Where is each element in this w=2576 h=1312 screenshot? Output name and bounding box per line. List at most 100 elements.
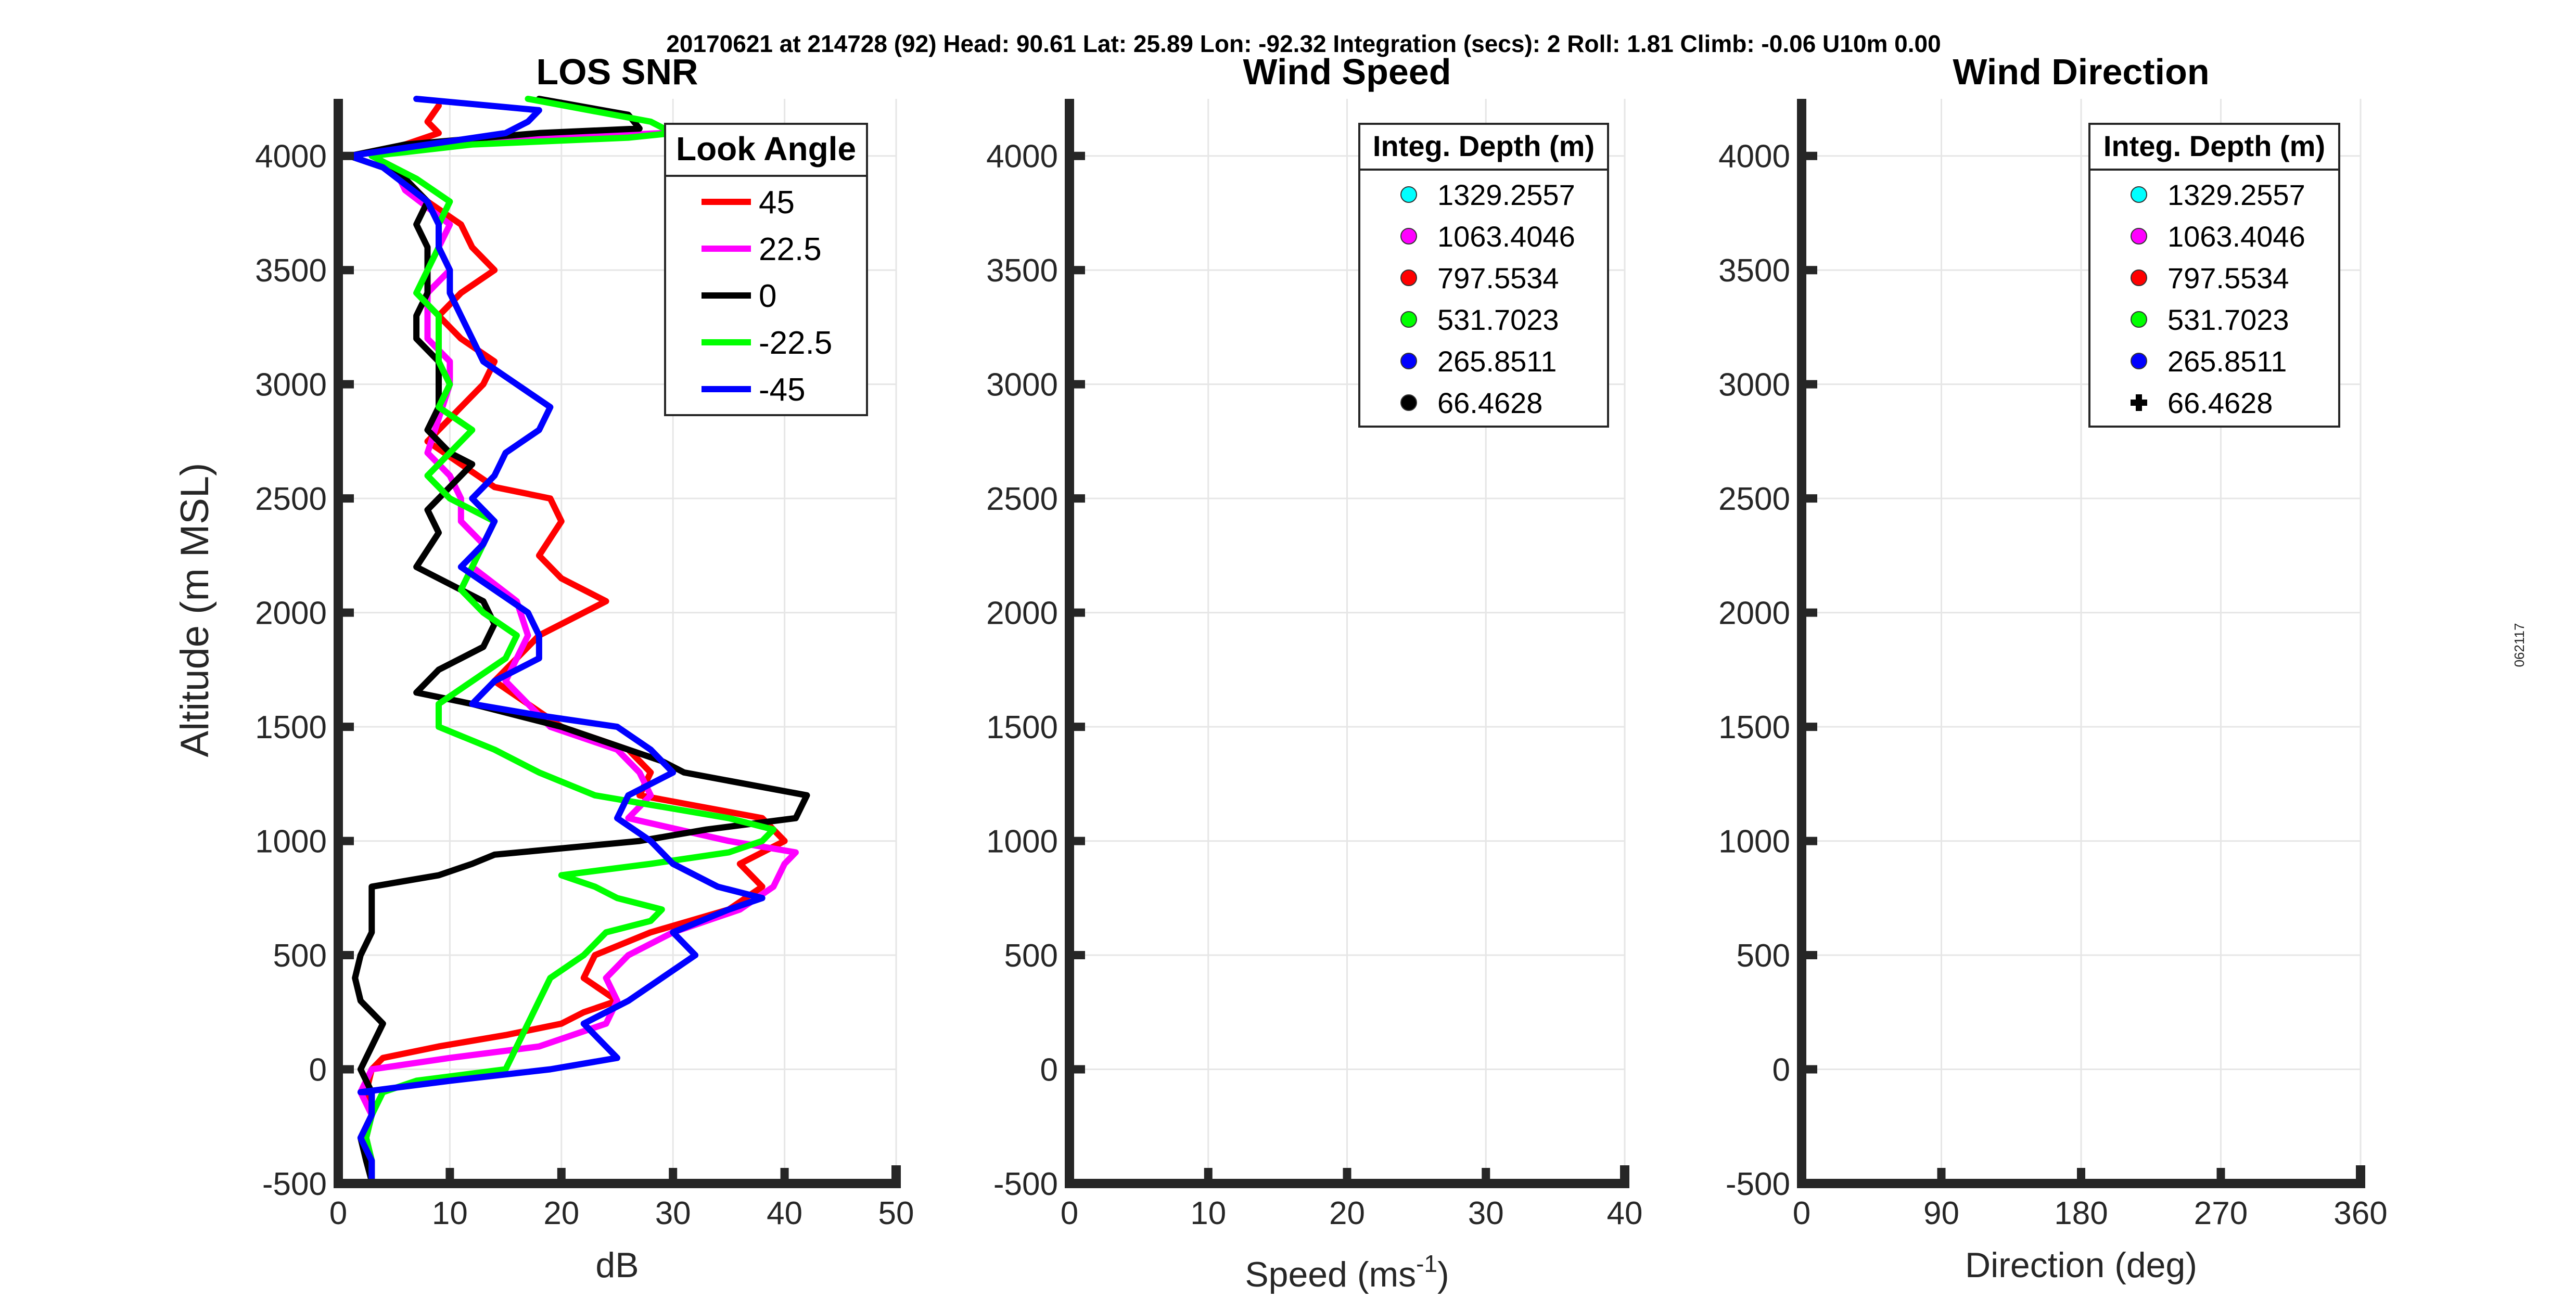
legend-label: -22.5 xyxy=(759,325,832,361)
wind-speed-panel: 0 10 20 30 40-500050010001500200025003000350… xyxy=(986,52,1642,1294)
legend-label: 45 xyxy=(759,185,795,221)
wind-direction-panel: 0 90 180 270 360-500050010001500200025003000… xyxy=(1718,52,2388,1285)
legend-title: Integ. Depth (m) xyxy=(2103,130,2325,162)
legend-title: Integ. Depth (m) xyxy=(1373,130,1595,162)
legend-box xyxy=(1358,123,1609,428)
x-tick-label: 0 xyxy=(329,1195,347,1231)
y-tick-label: 1500 xyxy=(255,710,327,745)
x-axis-label-main: Speed (ms xyxy=(1245,1255,1416,1294)
series-line-0 xyxy=(346,96,810,1185)
y-tick-label: 2000 xyxy=(986,596,1058,632)
legend-label: 66.4628 xyxy=(1437,387,1542,419)
x-tick-label: 20 xyxy=(543,1195,579,1231)
legend-marker-plus xyxy=(2131,394,2147,411)
x-axis-label-end: ) xyxy=(1437,1255,1449,1294)
x-tick-label: 10 xyxy=(1190,1195,1226,1231)
side-label: 062117 xyxy=(2511,623,2527,667)
y-tick-label: 1000 xyxy=(1718,824,1790,860)
x-tick-label: 360 xyxy=(2333,1195,2387,1231)
x-axis-label: Direction (deg) xyxy=(1965,1245,2197,1285)
y-tick-label: 1000 xyxy=(255,824,327,860)
y-axis-label: Altitude (m MSL) xyxy=(173,463,217,757)
legend-title: Look Angle xyxy=(676,130,856,168)
y-tick-label: 2000 xyxy=(255,596,327,632)
y-tick-label: 3500 xyxy=(1718,253,1790,289)
legend-label: 1063.4046 xyxy=(2167,220,2305,253)
legend-marker-circle xyxy=(2131,353,2147,369)
chart-title: Wind Direction xyxy=(1953,52,2209,92)
legend-label: -45 xyxy=(759,372,806,408)
x-tick-label: 50 xyxy=(878,1195,914,1231)
legend-label: 1329.2557 xyxy=(2167,178,2305,211)
legend-label: 22.5 xyxy=(759,231,822,267)
legend-marker-circle xyxy=(1400,186,1417,203)
x-tick-label: 180 xyxy=(2054,1195,2108,1231)
legend-label: 1329.2557 xyxy=(1437,178,1575,211)
los-snr-panel: 0 10 20 30 40 50-5000500100015002000250030003… xyxy=(173,52,914,1285)
y-tick-label: 1000 xyxy=(986,824,1058,860)
legend-label: 0 xyxy=(759,278,776,314)
legend: Integ. Depth (m) 1329.2557 1063.4046 797.55… xyxy=(1358,123,1609,428)
x-tick-label: 30 xyxy=(1468,1195,1504,1231)
y-tick-label: 4000 xyxy=(1718,139,1790,175)
legend-marker-circle xyxy=(2131,311,2147,328)
y-tick-label: 0 xyxy=(309,1052,327,1088)
y-tick-label: 2500 xyxy=(255,481,327,517)
legend-box xyxy=(664,123,868,416)
y-tick-label: 4000 xyxy=(986,139,1058,175)
series-line--45 xyxy=(346,96,766,1185)
y-tick-label: 3500 xyxy=(986,253,1058,289)
y-tick-label: 2500 xyxy=(1718,481,1790,517)
y-tick-label: 3000 xyxy=(255,367,327,403)
x-tick-label: 20 xyxy=(1329,1195,1365,1231)
y-tick-label: -500 xyxy=(1726,1166,1790,1202)
legend-marker-circle xyxy=(2131,186,2147,203)
legend-marker-circle xyxy=(2131,228,2147,245)
legend-label: 1063.4046 xyxy=(1437,220,1575,253)
y-tick-label: 0 xyxy=(1772,1052,1790,1088)
y-tick-label: -500 xyxy=(262,1166,327,1202)
x-axis-label: Speed (ms-1) xyxy=(1245,1250,1449,1294)
legend-marker-circle xyxy=(1400,394,1417,411)
legend: Integ. Depth (m) 1329.2557 1063.4046 797.55… xyxy=(2088,123,2340,428)
x-tick-label: 10 xyxy=(432,1195,468,1231)
legend-label: 797.5534 xyxy=(1437,262,1559,294)
x-axis-label-superscript: -1 xyxy=(1416,1250,1437,1277)
chart-title: LOS SNR xyxy=(536,52,698,92)
x-tick-label: 40 xyxy=(767,1195,802,1231)
y-tick-label: 1500 xyxy=(1718,710,1790,745)
y-tick-label: 4000 xyxy=(255,139,327,175)
y-tick-label: 3500 xyxy=(255,253,327,289)
legend: Look Angle 45 22.5 0 -22.5 -45 xyxy=(664,123,868,416)
x-tick-label: 0 xyxy=(1061,1195,1078,1231)
figure-header: 20170621 at 214728 (92) Head: 90.61 Lat:… xyxy=(666,30,1941,57)
y-tick-label: 2000 xyxy=(1718,596,1790,632)
legend-label: 265.8511 xyxy=(1437,345,1557,378)
legend-marker-circle xyxy=(1400,269,1417,286)
y-tick-label: 3000 xyxy=(1718,367,1790,403)
legend-label: 531.7023 xyxy=(1437,303,1559,336)
legend-marker-circle xyxy=(1400,353,1417,369)
legend-label: 531.7023 xyxy=(2167,303,2289,336)
x-tick-label: 270 xyxy=(2194,1195,2248,1231)
y-tick-label: 3000 xyxy=(986,367,1058,403)
legend-label: 265.8511 xyxy=(2167,345,2287,378)
y-tick-label: 500 xyxy=(1004,938,1058,974)
legend-marker-circle xyxy=(1400,228,1417,245)
x-tick-label: 40 xyxy=(1607,1195,1643,1231)
legend-marker-circle xyxy=(1400,311,1417,328)
y-tick-label: 1500 xyxy=(986,710,1058,745)
x-tick-label: 0 xyxy=(1793,1195,1810,1231)
y-tick-label: 0 xyxy=(1040,1052,1058,1088)
legend-label: 66.4628 xyxy=(2167,387,2273,419)
y-tick-label: 500 xyxy=(1737,938,1790,974)
chart-title: Wind Speed xyxy=(1243,52,1451,92)
legend-label: 797.5534 xyxy=(2167,262,2289,294)
y-tick-label: -500 xyxy=(993,1166,1058,1202)
x-axis-label: dB xyxy=(595,1245,639,1285)
x-tick-label: 90 xyxy=(1923,1195,1959,1231)
legend-marker-circle xyxy=(2131,269,2147,286)
x-tick-label: 30 xyxy=(655,1195,691,1231)
y-tick-label: 2500 xyxy=(986,481,1058,517)
